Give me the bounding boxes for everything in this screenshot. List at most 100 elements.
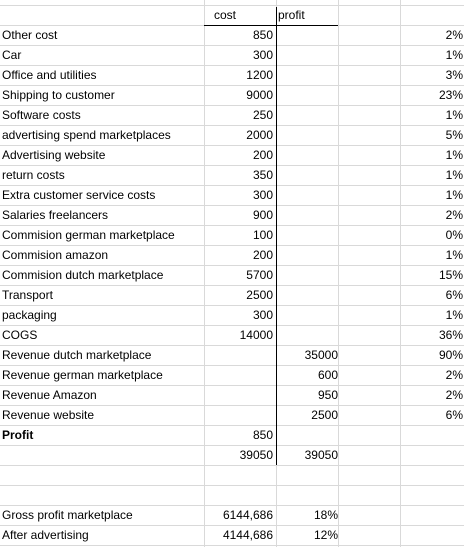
percent-cell[interactable]: 3% bbox=[445, 68, 463, 82]
profit-cell[interactable] bbox=[278, 225, 338, 245]
cost-cell[interactable]: 1200 bbox=[246, 68, 273, 82]
percent-cell[interactable]: 1% bbox=[445, 168, 463, 182]
profit-cell[interactable] bbox=[278, 245, 338, 265]
percent-cell[interactable] bbox=[400, 465, 463, 485]
row-label-cell[interactable]: COGS bbox=[2, 328, 38, 342]
row-label-cell[interactable]: Advertising website bbox=[2, 148, 106, 162]
row-label-cell[interactable]: advertising spend marketplaces bbox=[2, 128, 171, 142]
percent-cell[interactable]: 2% bbox=[445, 368, 463, 382]
row-label-cell[interactable]: Other cost bbox=[2, 28, 58, 42]
profit-cell[interactable] bbox=[278, 25, 338, 45]
percent-cell[interactable]: 1% bbox=[445, 148, 463, 162]
profit-cell[interactable] bbox=[278, 325, 338, 345]
profit-cell[interactable] bbox=[278, 425, 338, 445]
percent-cell[interactable]: 2% bbox=[445, 28, 463, 42]
cost-cell[interactable]: 900 bbox=[252, 208, 273, 222]
percent-cell[interactable]: 36% bbox=[438, 328, 463, 342]
cost-cell[interactable]: 350 bbox=[252, 168, 273, 182]
profit-cell[interactable]: 35000 bbox=[304, 348, 338, 362]
cost-cell[interactable] bbox=[203, 345, 273, 365]
profit-cell[interactable] bbox=[278, 45, 338, 65]
cost-cell[interactable]: 300 bbox=[252, 48, 273, 62]
percent-cell[interactable]: 15% bbox=[438, 268, 463, 282]
percent-cell[interactable]: 1% bbox=[445, 248, 463, 262]
percent-cell[interactable]: 2% bbox=[445, 388, 463, 402]
percent-cell[interactable]: 1% bbox=[445, 308, 463, 322]
percent-cell[interactable]: 1% bbox=[445, 108, 463, 122]
profit-cell[interactable] bbox=[278, 165, 338, 185]
profit-cell[interactable] bbox=[278, 285, 338, 305]
percent-cell[interactable] bbox=[400, 505, 463, 525]
profit-cell[interactable]: 39050 bbox=[304, 448, 338, 462]
profit-cell[interactable] bbox=[278, 485, 338, 505]
cost-cell[interactable]: 2000 bbox=[246, 128, 273, 142]
profit-cell[interactable]: 950 bbox=[317, 388, 338, 402]
profit-cell[interactable] bbox=[278, 85, 338, 105]
row-label-cell[interactable]: After advertising bbox=[2, 528, 89, 542]
header-profit[interactable]: profit bbox=[278, 8, 305, 22]
cost-cell[interactable]: 850 bbox=[252, 28, 273, 42]
profit-cell[interactable] bbox=[278, 145, 338, 165]
row-label-cell[interactable] bbox=[2, 465, 202, 485]
percent-cell[interactable] bbox=[400, 425, 463, 445]
cost-cell[interactable]: 300 bbox=[252, 188, 273, 202]
row-label-cell[interactable] bbox=[2, 485, 202, 505]
percent-cell[interactable]: 6% bbox=[445, 408, 463, 422]
percent-cell[interactable]: 90% bbox=[438, 348, 463, 362]
cost-cell[interactable]: 39050 bbox=[239, 448, 273, 462]
cost-cell[interactable] bbox=[203, 385, 273, 405]
percent-cell[interactable]: 5% bbox=[445, 128, 463, 142]
cost-cell[interactable]: 4144,686 bbox=[222, 528, 273, 542]
cost-cell[interactable]: 200 bbox=[252, 248, 273, 262]
profit-cell[interactable] bbox=[278, 305, 338, 325]
percent-cell[interactable]: 6% bbox=[445, 288, 463, 302]
cost-cell[interactable]: 300 bbox=[252, 308, 273, 322]
profit-cell[interactable]: 18% bbox=[313, 508, 338, 522]
profit-cell[interactable] bbox=[278, 185, 338, 205]
row-label-cell[interactable]: Gross profit marketplace bbox=[2, 508, 133, 522]
percent-cell[interactable]: 1% bbox=[445, 188, 463, 202]
cost-cell[interactable]: 2500 bbox=[246, 288, 273, 302]
row-label-cell[interactable]: Extra customer service costs bbox=[2, 188, 156, 202]
percent-cell[interactable]: 2% bbox=[445, 208, 463, 222]
row-label-cell[interactable]: return costs bbox=[2, 168, 65, 182]
profit-cell[interactable]: 2500 bbox=[311, 408, 338, 422]
cost-cell[interactable]: 14000 bbox=[239, 328, 273, 342]
percent-cell[interactable] bbox=[400, 525, 463, 545]
profit-cell[interactable] bbox=[278, 65, 338, 85]
percent-cell[interactable]: 1% bbox=[445, 48, 463, 62]
row-label-cell[interactable]: Salaries freelancers bbox=[2, 208, 109, 222]
row-label-cell[interactable]: Commision dutch marketplace bbox=[2, 268, 164, 282]
cost-cell[interactable]: 850 bbox=[252, 428, 273, 442]
profit-cell[interactable] bbox=[278, 125, 338, 145]
row-label-cell[interactable]: Transport bbox=[2, 288, 53, 302]
cost-cell[interactable] bbox=[203, 365, 273, 385]
cost-cell[interactable]: 9000 bbox=[246, 88, 273, 102]
row-label-cell[interactable] bbox=[2, 445, 202, 465]
row-label-cell[interactable]: Office and utilities bbox=[2, 68, 97, 82]
row-label-cell[interactable]: Software costs bbox=[2, 108, 81, 122]
percent-cell[interactable]: 23% bbox=[438, 88, 463, 102]
row-label-cell[interactable]: packaging bbox=[2, 308, 57, 322]
profit-cell[interactable] bbox=[278, 105, 338, 125]
row-label-cell[interactable]: Shipping to customer bbox=[2, 88, 115, 102]
cost-cell[interactable]: 100 bbox=[252, 228, 273, 242]
cost-cell[interactable]: 250 bbox=[252, 108, 273, 122]
cost-cell[interactable]: 5700 bbox=[246, 268, 273, 282]
cost-cell[interactable]: 200 bbox=[252, 148, 273, 162]
cost-cell[interactable] bbox=[203, 405, 273, 425]
profit-cell[interactable] bbox=[278, 265, 338, 285]
cost-cell[interactable] bbox=[203, 485, 273, 505]
header-cost[interactable]: cost bbox=[214, 8, 237, 22]
percent-cell[interactable]: 0% bbox=[445, 228, 463, 242]
row-label-cell[interactable]: Profit bbox=[2, 428, 34, 442]
profit-cell[interactable]: 600 bbox=[317, 368, 338, 382]
cost-cell[interactable] bbox=[203, 465, 273, 485]
profit-cell[interactable] bbox=[278, 465, 338, 485]
row-label-cell[interactable]: Car bbox=[2, 48, 22, 62]
row-label-cell[interactable]: Revenue dutch marketplace bbox=[2, 348, 152, 362]
row-label-cell[interactable]: Commision amazon bbox=[2, 248, 109, 262]
profit-cell[interactable] bbox=[278, 205, 338, 225]
profit-cell[interactable]: 12% bbox=[313, 528, 338, 542]
percent-cell[interactable] bbox=[400, 445, 463, 465]
